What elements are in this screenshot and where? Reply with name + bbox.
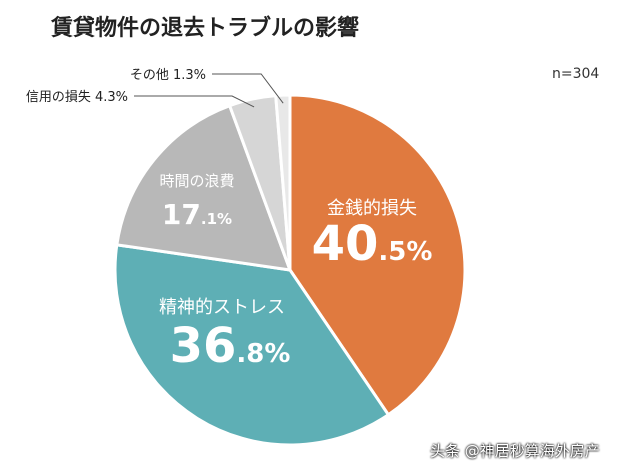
slice-value-label: 40.5%: [312, 216, 433, 272]
leader-line: [134, 95, 255, 108]
leader-line: [212, 73, 284, 104]
slice-label: 金銭的損失: [327, 198, 417, 219]
pie-slice: [288, 93, 467, 417]
slice-label: 精神的ストレス: [159, 297, 285, 318]
slice-label: 時間の浪費: [159, 172, 234, 190]
pie-slice: [115, 103, 293, 272]
chart-title: 賃貸物件の退去トラブルの影響: [50, 16, 359, 41]
slice-outside-label: その他 1.3%: [130, 68, 206, 83]
slice-value-label: 36.8%: [170, 318, 291, 374]
slice-value-label: 17.1%: [162, 198, 232, 231]
slice-outside-label: 信用の損失 4.3%: [26, 90, 128, 105]
pie-slice: [113, 243, 391, 447]
sample-size-label: n=304: [552, 66, 600, 82]
pie-slice: [274, 93, 292, 271]
watermark: 头条 @神居秒算海外房产: [430, 442, 600, 460]
